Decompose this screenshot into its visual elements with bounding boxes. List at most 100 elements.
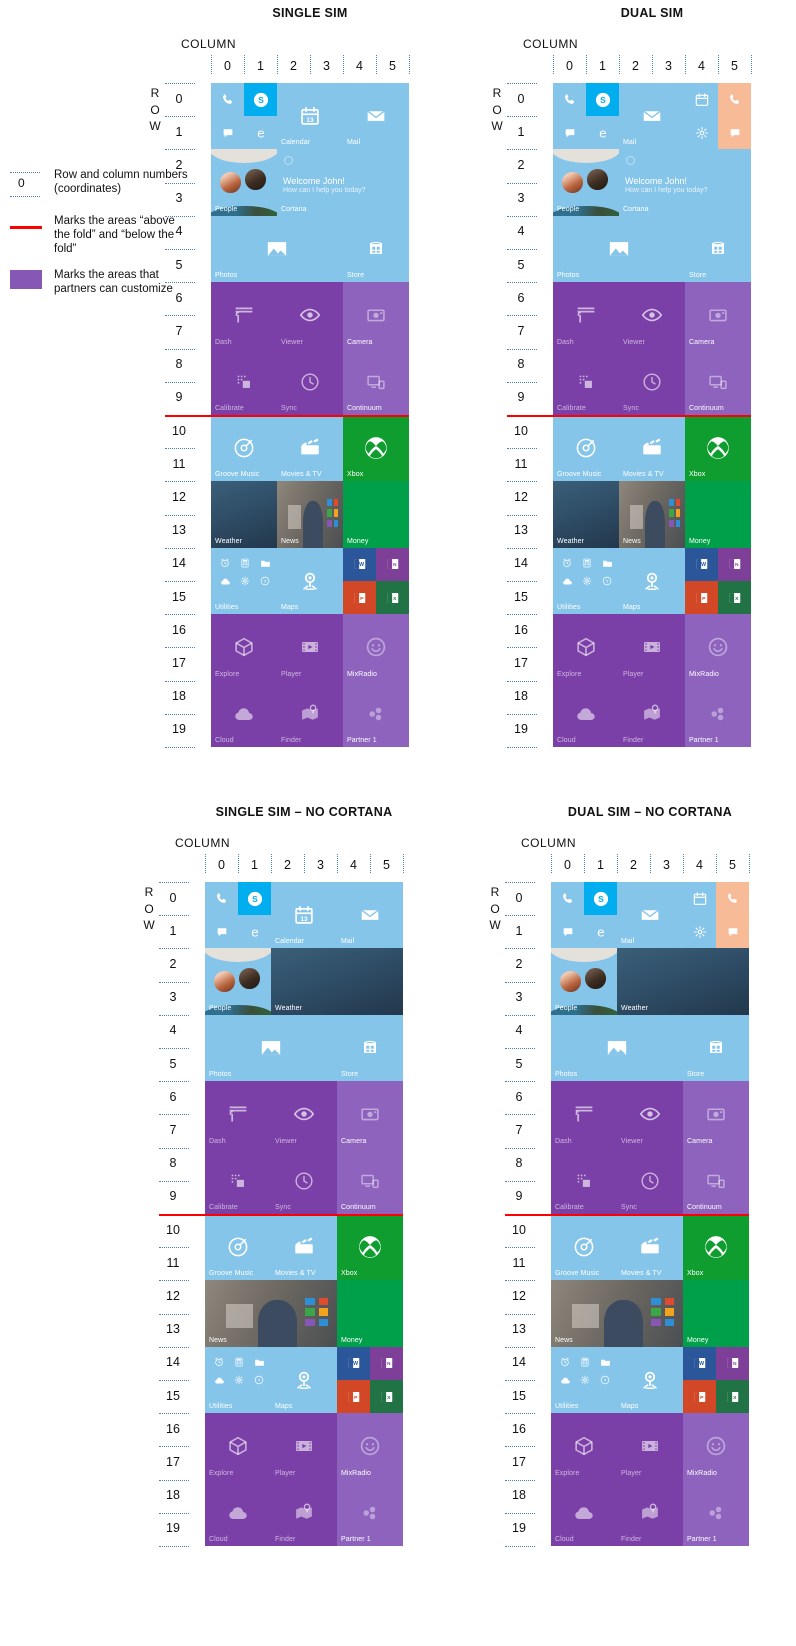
tile-cloud[interactable]: Cloud bbox=[551, 1479, 617, 1546]
tile-store[interactable]: Store bbox=[337, 1014, 403, 1082]
tile-explore[interactable]: Explore bbox=[553, 614, 619, 681]
tile-people[interactable]: People bbox=[205, 948, 271, 1015]
tile-cortana[interactable]: Welcome John! How can I help you today? Co… bbox=[619, 149, 751, 216]
tile-mail[interactable]: Mail bbox=[617, 882, 683, 949]
tile-mixradio[interactable]: MixRadio bbox=[337, 1413, 403, 1480]
tile-explore[interactable]: Explore bbox=[211, 614, 277, 681]
tile-player[interactable]: Player bbox=[617, 1413, 683, 1480]
tile-calendar[interactable] bbox=[683, 882, 716, 916]
tile-powerpoint[interactable]: P bbox=[343, 581, 376, 615]
tile-utilities[interactable]: ? Utilities bbox=[551, 1346, 617, 1414]
tile-mixradio[interactable]: MixRadio bbox=[683, 1413, 749, 1480]
tile-camera[interactable]: Camera bbox=[343, 282, 409, 349]
tile-groove[interactable]: Groove Music bbox=[205, 1214, 271, 1281]
tile-sync[interactable]: Sync bbox=[617, 1147, 683, 1214]
tile-movies[interactable]: Movies & TV bbox=[617, 1214, 683, 1281]
tile-phone[interactable] bbox=[205, 882, 238, 916]
tile-viewer[interactable]: Viewer bbox=[271, 1081, 337, 1148]
tile-finder[interactable]: Finder bbox=[619, 680, 685, 747]
tile-store[interactable]: Store bbox=[685, 215, 751, 283]
tile-news[interactable]: Microsoft HoloLens: A Sensational Vision… bbox=[619, 481, 685, 548]
tile-xbox[interactable]: Xbox bbox=[337, 1214, 403, 1281]
tile-excel[interactable]: X bbox=[370, 1380, 403, 1414]
tile-messaging[interactable] bbox=[211, 116, 244, 150]
tile-phone[interactable] bbox=[211, 83, 244, 117]
tile-camera[interactable]: Camera bbox=[337, 1081, 403, 1148]
tile-utilities[interactable]: ? Utilities bbox=[205, 1346, 271, 1414]
tile-excel[interactable]: X bbox=[716, 1380, 749, 1414]
tile-money[interactable]: NASDAQ4,634.38▲ +1.39%02/25/2015Money bbox=[337, 1280, 403, 1347]
tile-mixradio[interactable]: MixRadio bbox=[685, 614, 751, 681]
tile-skype[interactable]: S bbox=[244, 83, 277, 117]
tile-messaging[interactable] bbox=[553, 116, 586, 150]
tile-onenote[interactable]: N bbox=[716, 1346, 749, 1380]
tile-mail[interactable]: Mail bbox=[619, 83, 685, 150]
tile-calibrate[interactable]: Calibrate bbox=[551, 1147, 617, 1214]
tile-weather[interactable]: SeattleMostly Clear56°F75°62°Weather bbox=[211, 481, 277, 548]
tile-utilities[interactable]: ? Utilities bbox=[553, 547, 619, 615]
tile-partner[interactable]: Partner 1 bbox=[685, 680, 751, 747]
tile-mail[interactable]: Mail bbox=[343, 83, 409, 150]
tile-powerpoint[interactable]: P bbox=[337, 1380, 370, 1414]
tile-cloud[interactable]: Cloud bbox=[211, 680, 277, 747]
tile-player[interactable]: Player bbox=[277, 614, 343, 681]
tile-cortana[interactable]: Welcome John! How can I help you today? Co… bbox=[277, 149, 409, 216]
tile-news[interactable]: Microsoft HoloLens: A Sensational Vision… bbox=[277, 481, 343, 548]
tile-people[interactable]: People bbox=[551, 948, 617, 1015]
tile-messaging[interactable] bbox=[205, 915, 238, 949]
tile-sim2-phone[interactable] bbox=[716, 882, 749, 916]
tile-dash[interactable]: Dash bbox=[211, 282, 277, 349]
tile-word[interactable]: W bbox=[337, 1346, 370, 1380]
tile-maps[interactable]: Maps bbox=[617, 1346, 683, 1414]
tile-calibrate[interactable]: Calibrate bbox=[553, 348, 619, 415]
tile-partner[interactable]: Partner 1 bbox=[683, 1479, 749, 1546]
tile-photos[interactable]: Photos bbox=[205, 1014, 337, 1082]
tile-people[interactable]: People bbox=[553, 149, 619, 216]
tile-viewer[interactable]: Viewer bbox=[617, 1081, 683, 1148]
tile-edge[interactable]: e bbox=[586, 116, 619, 150]
tile-sim2-messaging[interactable] bbox=[718, 116, 751, 150]
tile-explore[interactable]: Explore bbox=[551, 1413, 617, 1480]
tile-store[interactable]: Store bbox=[683, 1014, 749, 1082]
tile-calibrate[interactable]: Calibrate bbox=[205, 1147, 271, 1214]
tile-excel[interactable]: X bbox=[376, 581, 409, 615]
tile-camera[interactable]: Camera bbox=[685, 282, 751, 349]
tile-sim2-phone[interactable] bbox=[718, 83, 751, 117]
tile-money[interactable]: NASDAQ4,634.38▲ +1.39%02/25/2015Money bbox=[683, 1280, 749, 1347]
tile-dash[interactable]: Dash bbox=[551, 1081, 617, 1148]
tile-partner[interactable]: Partner 1 bbox=[343, 680, 409, 747]
tile-phone[interactable] bbox=[551, 882, 584, 916]
tile-phone[interactable] bbox=[553, 83, 586, 117]
tile-viewer[interactable]: Viewer bbox=[619, 282, 685, 349]
tile-skype[interactable]: S bbox=[584, 882, 617, 916]
tile-news[interactable]: Microsoft HoloLens: A Sensational Vision… bbox=[551, 1280, 683, 1347]
tile-sync[interactable]: Sync bbox=[619, 348, 685, 415]
tile-player[interactable]: Player bbox=[271, 1413, 337, 1480]
tile-continuum[interactable]: Continuum bbox=[343, 348, 409, 415]
tile-news[interactable]: Microsoft HoloLens: A Sensational Vision… bbox=[205, 1280, 337, 1347]
tile-weather[interactable]: SeattleMostly Clear56°F75°62°≺10 mph♦ 40… bbox=[617, 948, 749, 1015]
tile-edge[interactable]: e bbox=[244, 116, 277, 150]
tile-powerpoint[interactable]: P bbox=[685, 581, 718, 615]
tile-finder[interactable]: Finder bbox=[277, 680, 343, 747]
tile-camera[interactable]: Camera bbox=[683, 1081, 749, 1148]
tile-settings[interactable] bbox=[683, 915, 716, 949]
tile-movies[interactable]: Movies & TV bbox=[277, 415, 343, 482]
tile-continuum[interactable]: Continuum bbox=[683, 1147, 749, 1214]
tile-xbox[interactable]: Xbox bbox=[343, 415, 409, 482]
tile-xbox[interactable]: Xbox bbox=[683, 1214, 749, 1281]
tile-money[interactable]: NASDAQ4,634.38▲ +1.39%02/25/2015Money bbox=[685, 481, 751, 548]
tile-messaging[interactable] bbox=[551, 915, 584, 949]
tile-maps[interactable]: Maps bbox=[277, 547, 343, 615]
tile-word[interactable]: W bbox=[685, 547, 718, 581]
tile-partner[interactable]: Partner 1 bbox=[337, 1479, 403, 1546]
tile-dash[interactable]: Dash bbox=[553, 282, 619, 349]
tile-photos[interactable]: Photos bbox=[551, 1014, 683, 1082]
tile-sync[interactable]: Sync bbox=[277, 348, 343, 415]
tile-sim2-messaging[interactable] bbox=[716, 915, 749, 949]
tile-money[interactable]: NASDAQ4,634.38▲ +1.39%11/02/2015Money bbox=[343, 481, 409, 548]
tile-cloud[interactable]: Cloud bbox=[553, 680, 619, 747]
tile-player[interactable]: Player bbox=[619, 614, 685, 681]
tile-mail[interactable]: Mail bbox=[337, 882, 403, 949]
tile-store[interactable]: Store bbox=[343, 215, 409, 283]
